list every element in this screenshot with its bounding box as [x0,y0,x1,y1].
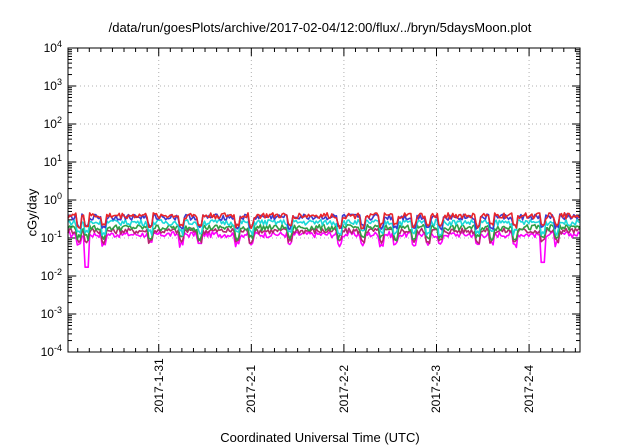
x-tick-label: 2017-2-1 [244,364,259,413]
y-tick-label: 10-1 [40,229,62,246]
series-line [67,212,581,230]
y-tick-label: 103 [43,77,62,94]
x-tick-label: 2017-2-4 [522,364,537,413]
y-tick-label: 101 [43,153,62,170]
x-tick-label: 2017-1-31 [151,358,166,413]
y-tick-label: 10-3 [40,305,62,322]
y-tick-label: 10-2 [40,267,62,284]
plot-frame [67,47,581,353]
y-tick-label: 10-4 [40,343,62,360]
series-line [67,230,581,269]
x-tick-label: 2017-2-3 [429,364,444,413]
chart-title: /data/run/goesPlots/archive/2017-02-04/1… [108,20,532,35]
y-tick-label: 100 [43,191,62,208]
x-axis-label: Coordinated Universal Time (UTC) [220,430,420,445]
x-tick-label: 2017-2-2 [336,364,351,413]
y-tick-label: 102 [43,115,62,132]
y-tick-label: 104 [43,39,62,56]
